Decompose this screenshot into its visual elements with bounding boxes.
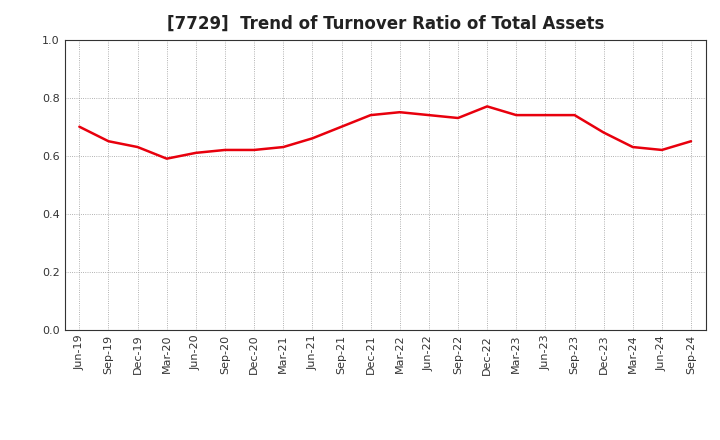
Title: [7729]  Trend of Turnover Ratio of Total Assets: [7729] Trend of Turnover Ratio of Total … [166, 15, 604, 33]
